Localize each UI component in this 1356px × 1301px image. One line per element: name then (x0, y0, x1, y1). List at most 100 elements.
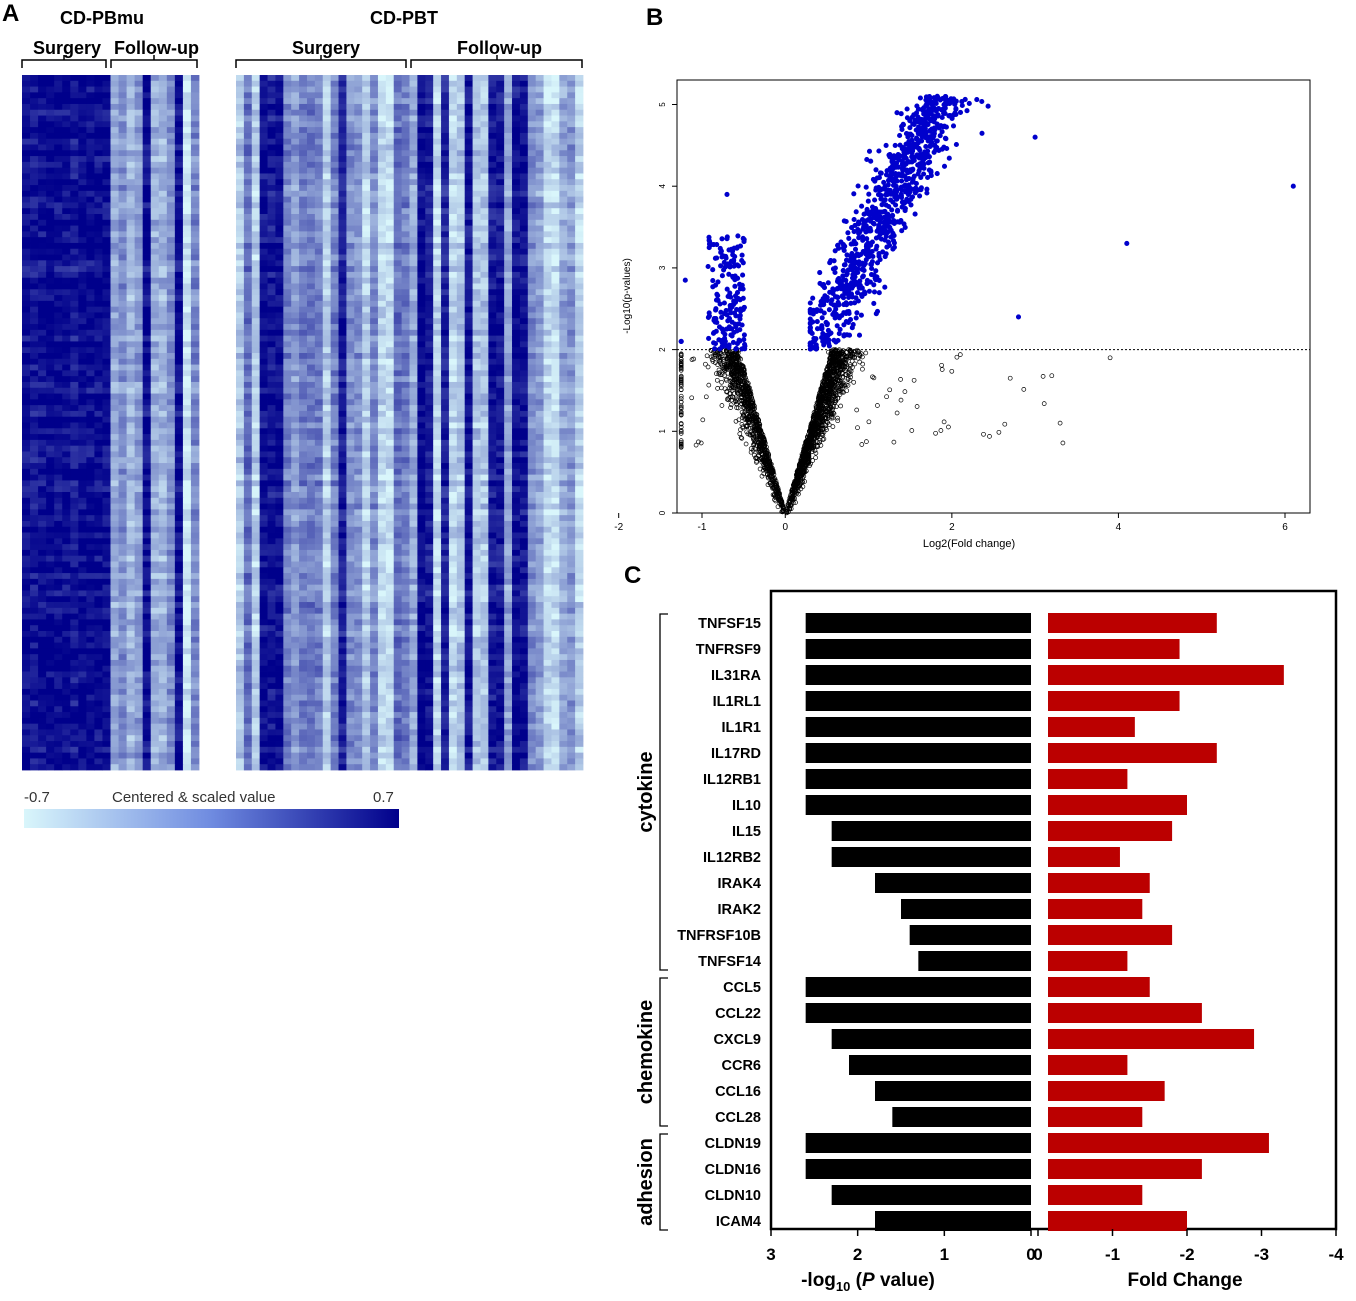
heatmap-cell (158, 434, 168, 441)
heatmap-cell (464, 202, 473, 209)
heatmap-cell (236, 370, 245, 377)
heatmap-cell (110, 717, 119, 725)
heatmap-cell (567, 150, 576, 157)
heatmap-cell (54, 115, 63, 122)
heatmap-cell (259, 214, 268, 221)
heatmap-cell (150, 329, 160, 337)
heatmap-cell (464, 306, 473, 313)
heatmap-cell (512, 237, 521, 244)
heatmap-cell (496, 127, 505, 134)
heatmap-cell (456, 86, 466, 93)
heatmap-cell (567, 289, 576, 296)
heatmap-cell (126, 381, 136, 389)
heatmap-cell (70, 335, 79, 342)
heatmap-cell (370, 335, 379, 342)
heatmap-cell (314, 289, 324, 296)
heatmap-cell (78, 422, 87, 429)
heatmap-cell (448, 127, 458, 134)
heatmap-cell (134, 295, 144, 302)
heatmap-cell (30, 567, 39, 574)
heatmap-cell (150, 526, 160, 533)
heatmap-cell (94, 758, 103, 765)
heatmap-cell (559, 242, 568, 250)
heatmap-cell (504, 121, 513, 128)
heatmap-cell (102, 439, 111, 447)
heatmap-cell (174, 741, 184, 748)
heatmap-cell (54, 283, 63, 290)
heatmap-cell (110, 764, 119, 771)
heatmap-cell (142, 439, 152, 447)
heatmap-cell (448, 190, 458, 198)
heatmap-cell (354, 75, 363, 82)
heatmap-cell (158, 683, 168, 690)
heatmap-cell (401, 208, 410, 215)
heatmap-cell (330, 231, 339, 238)
heatmap-cell (94, 266, 103, 273)
heatmap-cell (330, 381, 339, 389)
heatmap-cell (259, 231, 268, 238)
heatmap-cell (575, 190, 584, 198)
heatmap-cell (126, 602, 136, 609)
heatmap-cell (182, 422, 192, 429)
heatmap-cell (464, 219, 473, 226)
heatmap-cell (314, 254, 324, 261)
heatmap-cell (370, 202, 379, 209)
heatmap-cell (456, 138, 466, 145)
heatmap-cell (78, 503, 87, 510)
heatmap-cell (346, 115, 355, 122)
heatmap-cell (110, 509, 119, 516)
heatmap-cell (314, 185, 324, 192)
heatmap-cell (166, 596, 176, 603)
heatmap-cell (102, 683, 111, 690)
heatmap-cell (504, 260, 513, 267)
heatmap-cell (512, 219, 521, 226)
heatmap-cell (251, 80, 261, 87)
heatmap-cell (78, 480, 87, 487)
heatmap-cell (377, 347, 387, 354)
heatmap-cell (472, 121, 481, 128)
heatmap-cell (30, 434, 39, 441)
heatmap-cell (496, 144, 505, 151)
heatmap-cell (86, 578, 95, 586)
heatmap-cell (94, 306, 103, 313)
heatmap-cell (30, 590, 39, 597)
heatmap-cell (118, 156, 127, 163)
heatmap-cell (535, 185, 544, 192)
heatmap-cell (166, 631, 176, 638)
heatmap-cell (46, 520, 55, 528)
heatmap-cell (150, 370, 160, 377)
heatmap-cell (38, 138, 47, 145)
heatmap-cell (118, 584, 127, 591)
heatmap-cell (543, 295, 552, 302)
heatmap-cell (543, 266, 552, 273)
heatmap-cell (70, 573, 79, 580)
heatmap-cell (441, 138, 450, 145)
heatmap-cell (102, 457, 111, 464)
heatmap-cell (291, 266, 300, 273)
heatmap-cell (150, 306, 160, 313)
heatmap-cell (94, 683, 103, 690)
heatmap-cell (504, 237, 513, 244)
heatmap-cell (102, 532, 111, 539)
heatmap-cell (142, 688, 152, 696)
heatmap-cell (417, 347, 426, 354)
heatmap-cell (54, 555, 63, 562)
heatmap-cell (142, 729, 152, 736)
heatmap-cell (338, 353, 347, 360)
heatmap-cell (86, 260, 95, 267)
heatmap-cell (251, 132, 261, 140)
heatmap-cell (142, 596, 152, 603)
heatmap-cell (441, 376, 450, 383)
heatmap-cell (190, 665, 200, 672)
heatmap-cell (267, 341, 276, 348)
heatmap-cell (134, 121, 144, 128)
heatmap-cell (86, 376, 95, 383)
heatmap-cell (385, 109, 395, 116)
heatmap-cell (78, 225, 87, 232)
heatmap-cell (275, 86, 284, 93)
heatmap-cell (464, 167, 473, 174)
heatmap-cell (22, 613, 31, 620)
heatmap-cell (275, 347, 284, 354)
heatmap-cell (174, 457, 184, 464)
heatmap-cell (46, 474, 55, 481)
